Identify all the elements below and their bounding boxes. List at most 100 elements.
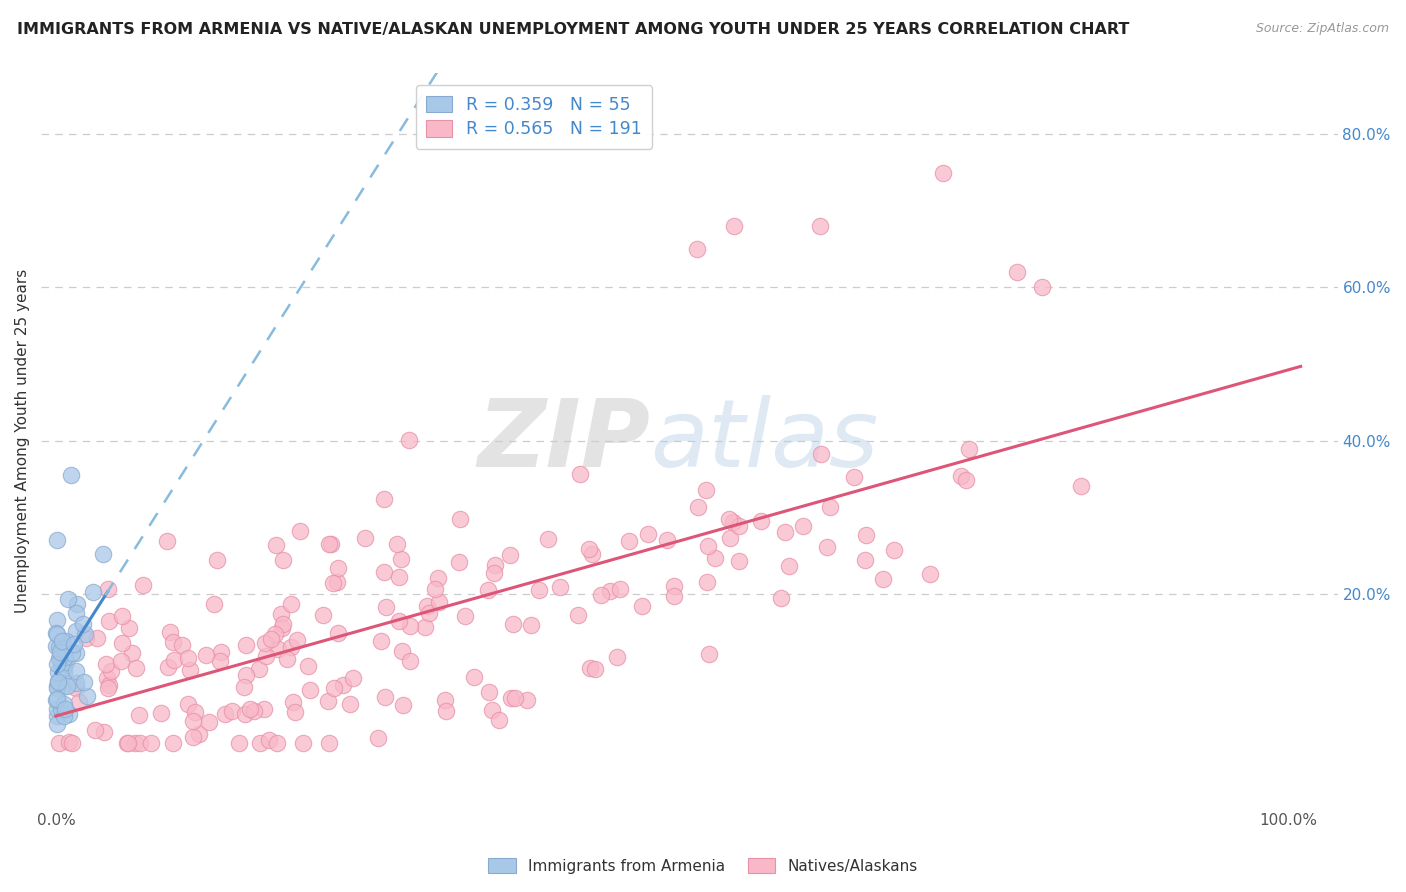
Point [853, 553, 876, 567]
Point [322, 681, 344, 696]
Point [46, 657, 69, 671]
Point [188, 726, 211, 740]
Point [319, 537, 342, 551]
Point [276, 651, 298, 665]
Point [53, 652, 76, 666]
Point [696, 540, 718, 554]
Point [205, 552, 228, 566]
Point [51, 637, 73, 651]
Point [398, 619, 420, 633]
Point [49, 652, 72, 666]
Point [266, 736, 288, 750]
Point [249, 736, 271, 750]
Point [65, 607, 87, 621]
Point [53, 649, 76, 664]
Point [170, 638, 193, 652]
Point [53, 708, 76, 723]
Point [477, 582, 499, 597]
Point [283, 695, 305, 709]
Point [695, 483, 717, 497]
Point [297, 659, 319, 673]
Point [239, 702, 262, 716]
Point [617, 534, 640, 549]
Point [115, 736, 138, 750]
Point [59, 467, 82, 482]
Point [263, 627, 285, 641]
Point [271, 621, 294, 635]
Point [398, 654, 420, 668]
Point [932, 165, 955, 179]
Point [247, 662, 270, 676]
Point [118, 621, 141, 635]
Point [463, 670, 485, 684]
Point [416, 599, 439, 614]
Point [696, 575, 718, 590]
Point [271, 553, 294, 567]
Point [91, 547, 114, 561]
Point [339, 698, 361, 712]
Point [46, 533, 69, 547]
Point [606, 649, 628, 664]
Point [128, 736, 150, 750]
Point [65, 681, 87, 696]
Point [332, 678, 354, 692]
Point [481, 703, 503, 717]
Point [46, 613, 69, 627]
Point [578, 542, 600, 557]
Point [567, 608, 589, 623]
Point [253, 702, 276, 716]
Point [124, 736, 146, 750]
Point [162, 736, 184, 750]
Point [51, 680, 73, 694]
Point [56, 679, 79, 693]
Point [815, 540, 838, 554]
Point [76, 690, 98, 704]
Point [686, 242, 709, 256]
Point [48, 640, 70, 654]
Point [488, 713, 510, 727]
Point [254, 648, 277, 663]
Point [662, 590, 685, 604]
Point [749, 514, 772, 528]
Point [198, 715, 221, 730]
Point [326, 574, 349, 589]
Point [65, 664, 87, 678]
Point [46, 691, 69, 706]
Point [482, 566, 505, 581]
Point [316, 694, 339, 708]
Point [842, 469, 865, 483]
Point [418, 607, 440, 621]
Point [810, 447, 832, 461]
Point [202, 598, 225, 612]
Point [60, 736, 83, 750]
Text: atlas: atlas [651, 395, 879, 486]
Point [727, 554, 749, 568]
Point [233, 680, 256, 694]
Point [883, 542, 905, 557]
Point [723, 219, 745, 234]
Point [287, 633, 309, 648]
Point [214, 707, 236, 722]
Point [318, 736, 340, 750]
Point [67, 695, 90, 709]
Point [235, 638, 257, 652]
Text: Source: ZipAtlas.com: Source: ZipAtlas.com [1256, 22, 1389, 36]
Point [46, 680, 69, 694]
Point [434, 693, 457, 707]
Point [449, 512, 471, 526]
Point [599, 583, 621, 598]
Point [342, 672, 364, 686]
Point [243, 704, 266, 718]
Point [233, 706, 256, 721]
Point [63, 637, 86, 651]
Point [93, 724, 115, 739]
Point [579, 661, 602, 675]
Point [97, 681, 120, 696]
Point [84, 723, 107, 738]
Point [388, 570, 411, 584]
Point [253, 636, 276, 650]
Point [45, 627, 67, 641]
Point [589, 588, 612, 602]
Point [322, 576, 344, 591]
Point [58, 735, 80, 749]
